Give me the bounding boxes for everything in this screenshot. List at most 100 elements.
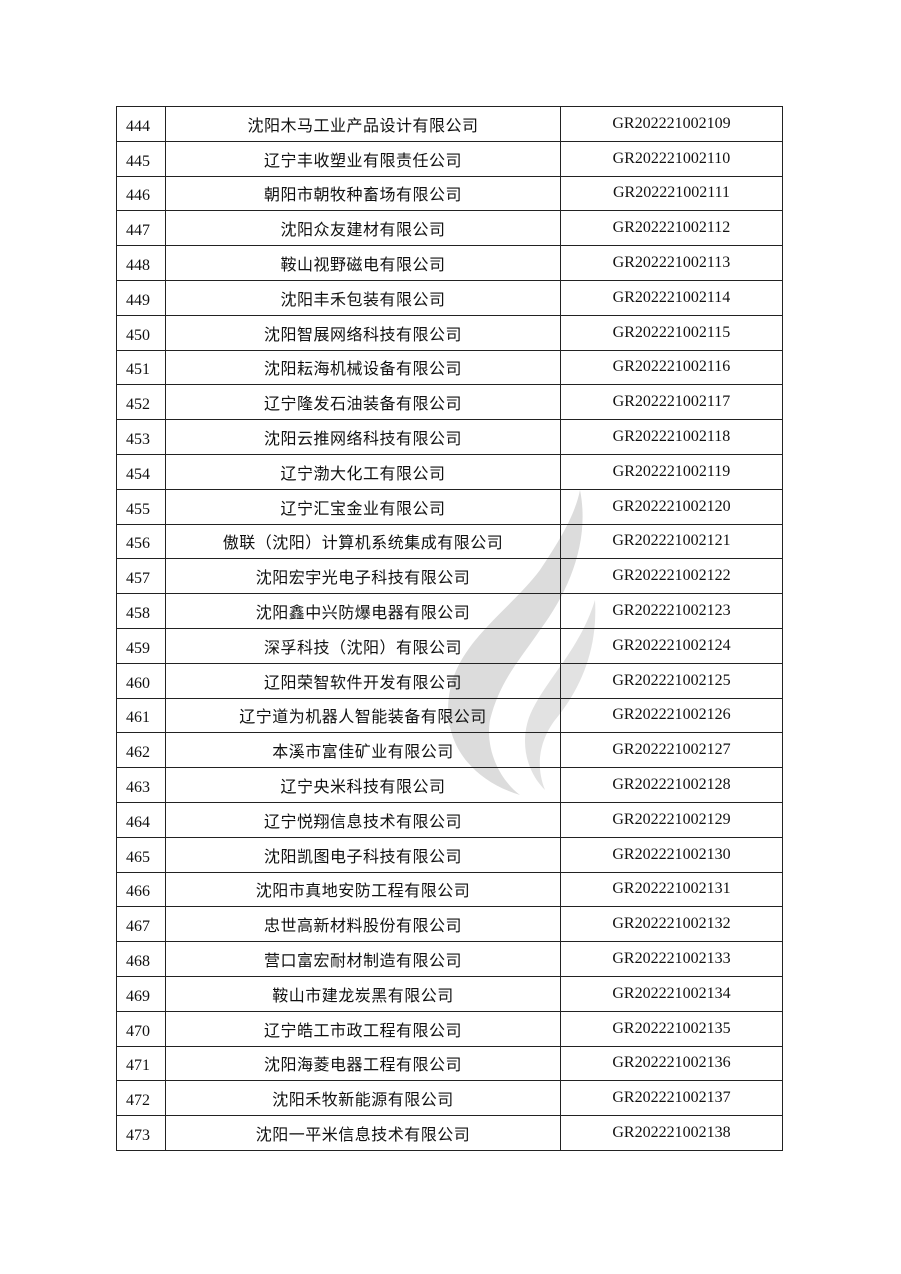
company-name: 辽宁渤大化工有限公司 (165, 453, 561, 490)
company-name: 沈阳云推网络科技有限公司 (165, 419, 561, 455)
company-name: 沈阳耘海机械设备有限公司 (165, 349, 561, 386)
table-row: 458 沈阳鑫中兴防爆电器有限公司 GR202221002123 (116, 593, 783, 629)
row-number: 473 (116, 1115, 166, 1151)
table-row: 471 沈阳海菱电器工程有限公司 GR202221002136 (116, 1045, 783, 1082)
row-number: 450 (116, 314, 166, 351)
certificate-number: GR202221002122 (560, 558, 783, 595)
certificate-number: GR202221002130 (560, 836, 783, 873)
company-name: 辽阳荣智软件开发有限公司 (165, 662, 561, 699)
certificate-number: GR202221002111 (560, 175, 783, 212)
certificate-number: GR202221002135 (560, 1010, 783, 1047)
row-number: 460 (116, 662, 166, 699)
certificate-number: GR202221002119 (560, 453, 783, 490)
row-number: 467 (116, 906, 166, 943)
row-number: 453 (116, 419, 166, 455)
row-number: 463 (116, 767, 166, 803)
row-number: 466 (116, 871, 166, 908)
company-name: 沈阳禾牧新能源有限公司 (165, 1080, 561, 1117)
certificate-number: GR202221002125 (560, 662, 783, 699)
row-number: 454 (116, 453, 166, 490)
table-row: 453 沈阳云推网络科技有限公司 GR202221002118 (116, 419, 783, 455)
company-name: 沈阳一平米信息技术有限公司 (165, 1115, 561, 1151)
row-number: 446 (116, 175, 166, 212)
certificate-number: GR202221002129 (560, 801, 783, 838)
certificate-number: GR202221002120 (560, 488, 783, 525)
certificate-number: GR202221002124 (560, 627, 783, 664)
row-number: 471 (116, 1045, 166, 1082)
certificate-number: GR202221002116 (560, 349, 783, 386)
certificate-number: GR202221002128 (560, 767, 783, 803)
certificate-number: GR202221002113 (560, 245, 783, 281)
row-number: 459 (116, 627, 166, 664)
row-number: 461 (116, 697, 166, 734)
row-number: 457 (116, 558, 166, 595)
table-row: 465 沈阳凯图电子科技有限公司 GR202221002130 (116, 836, 783, 873)
table-row: 468 营口富宏耐材制造有限公司 GR202221002133 (116, 941, 783, 977)
company-name: 辽宁丰收塑业有限责任公司 (165, 140, 561, 177)
table-row: 469 鞍山市建龙炭黑有限公司 GR202221002134 (116, 975, 783, 1012)
certificate-number: GR202221002136 (560, 1045, 783, 1082)
table-row: 472 沈阳禾牧新能源有限公司 GR202221002137 (116, 1080, 783, 1117)
company-name: 忠世高新材料股份有限公司 (165, 906, 561, 943)
table-row: 451 沈阳耘海机械设备有限公司 GR202221002116 (116, 349, 783, 386)
company-name: 沈阳丰禾包装有限公司 (165, 279, 561, 316)
company-name: 深孚科技（沈阳）有限公司 (165, 627, 561, 664)
company-name: 鞍山视野磁电有限公司 (165, 245, 561, 281)
certificate-number: GR202221002109 (560, 106, 783, 142)
row-number: 448 (116, 245, 166, 281)
company-name: 沈阳海菱电器工程有限公司 (165, 1045, 561, 1082)
row-number: 452 (116, 384, 166, 421)
row-number: 465 (116, 836, 166, 873)
certificate-number: GR202221002126 (560, 697, 783, 734)
row-number: 458 (116, 593, 166, 629)
certificate-number: GR202221002115 (560, 314, 783, 351)
table-row: 454 辽宁渤大化工有限公司 GR202221002119 (116, 453, 783, 490)
row-number: 462 (116, 732, 166, 769)
certificate-number: GR202221002134 (560, 975, 783, 1012)
company-name: 沈阳市真地安防工程有限公司 (165, 871, 561, 908)
certificate-number: GR202221002127 (560, 732, 783, 769)
certificate-number: GR202221002121 (560, 523, 783, 560)
certificate-number: GR202221002131 (560, 871, 783, 908)
company-name: 沈阳鑫中兴防爆电器有限公司 (165, 593, 561, 629)
company-name: 辽宁悦翔信息技术有限公司 (165, 801, 561, 838)
certificate-number: GR202221002133 (560, 941, 783, 977)
table-row: 447 沈阳众友建材有限公司 GR202221002112 (116, 210, 783, 247)
table-row: 460 辽阳荣智软件开发有限公司 GR202221002125 (116, 662, 783, 699)
certificate-number: GR202221002138 (560, 1115, 783, 1151)
certificate-number: GR202221002114 (560, 279, 783, 316)
table-row: 459 深孚科技（沈阳）有限公司 GR202221002124 (116, 627, 783, 664)
company-name: 沈阳众友建材有限公司 (165, 210, 561, 247)
company-name: 沈阳智展网络科技有限公司 (165, 314, 561, 351)
company-name: 沈阳凯图电子科技有限公司 (165, 836, 561, 873)
company-name: 营口富宏耐材制造有限公司 (165, 941, 561, 977)
table-row: 464 辽宁悦翔信息技术有限公司 GR202221002129 (116, 801, 783, 838)
table-row: 445 辽宁丰收塑业有限责任公司 GR202221002110 (116, 140, 783, 177)
row-number: 470 (116, 1010, 166, 1047)
company-name: 辽宁隆发石油装备有限公司 (165, 384, 561, 421)
company-name: 辽宁央米科技有限公司 (165, 767, 561, 803)
company-name: 沈阳木马工业产品设计有限公司 (165, 106, 561, 142)
table-row: 466 沈阳市真地安防工程有限公司 GR202221002131 (116, 871, 783, 908)
row-number: 451 (116, 349, 166, 386)
table-row: 450 沈阳智展网络科技有限公司 GR202221002115 (116, 314, 783, 351)
company-name: 朝阳市朝牧种畜场有限公司 (165, 175, 561, 212)
table-row: 461 辽宁道为机器人智能装备有限公司 GR202221002126 (116, 697, 783, 734)
certificate-number: GR202221002112 (560, 210, 783, 247)
table-row: 470 辽宁皓工市政工程有限公司 GR202221002135 (116, 1010, 783, 1047)
table-row: 473 沈阳一平米信息技术有限公司 GR202221002138 (116, 1115, 783, 1151)
row-number: 472 (116, 1080, 166, 1117)
row-number: 456 (116, 523, 166, 560)
table-row: 462 本溪市富佳矿业有限公司 GR202221002127 (116, 732, 783, 769)
certificate-number: GR202221002137 (560, 1080, 783, 1117)
table-row: 448 鞍山视野磁电有限公司 GR202221002113 (116, 245, 783, 281)
table-row: 456 傲联（沈阳）计算机系统集成有限公司 GR202221002121 (116, 523, 783, 560)
table-row: 467 忠世高新材料股份有限公司 GR202221002132 (116, 906, 783, 943)
table-row: 446 朝阳市朝牧种畜场有限公司 GR202221002111 (116, 175, 783, 212)
company-name: 鞍山市建龙炭黑有限公司 (165, 975, 561, 1012)
company-name: 辽宁皓工市政工程有限公司 (165, 1010, 561, 1047)
row-number: 464 (116, 801, 166, 838)
certificate-number: GR202221002123 (560, 593, 783, 629)
row-number: 447 (116, 210, 166, 247)
row-number: 469 (116, 975, 166, 1012)
